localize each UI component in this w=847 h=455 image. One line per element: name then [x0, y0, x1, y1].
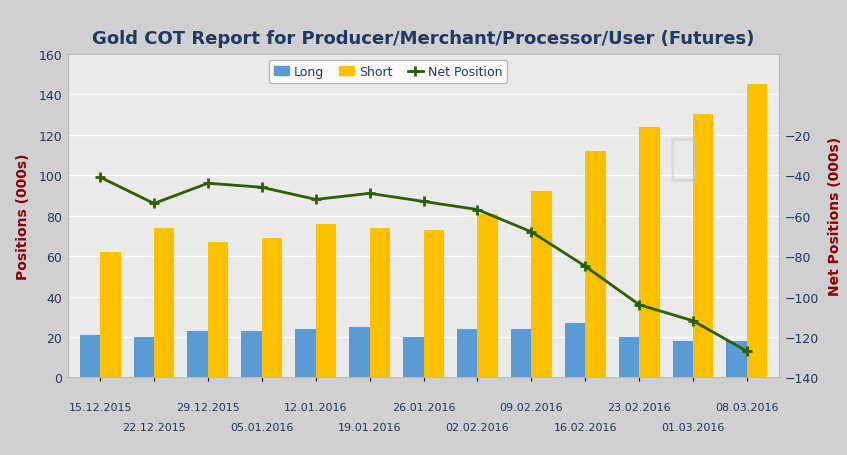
Bar — [369, 228, 390, 378]
Bar — [208, 243, 229, 378]
Net Position — [418, 199, 429, 205]
Bar — [531, 192, 551, 378]
Text: 19.01.2016: 19.01.2016 — [338, 422, 401, 432]
Bar — [511, 329, 531, 378]
Bar — [639, 127, 660, 378]
Bar — [693, 115, 713, 378]
Net Position — [311, 197, 321, 203]
Net Position — [202, 181, 213, 187]
Bar — [241, 331, 262, 378]
Bar — [80, 335, 100, 378]
Bar — [585, 152, 606, 378]
Bar — [403, 337, 424, 378]
Text: 12.01.2016: 12.01.2016 — [284, 403, 347, 413]
Net Position — [364, 191, 374, 197]
Bar — [618, 337, 639, 378]
Legend: Long, Short, Net Position: Long, Short, Net Position — [268, 61, 507, 84]
Bar — [727, 341, 747, 378]
Net Position — [149, 201, 159, 207]
Net Position — [580, 264, 590, 269]
Text: ⓐ: ⓐ — [668, 134, 698, 182]
Net Position — [742, 349, 752, 354]
Text: 02.02.2016: 02.02.2016 — [446, 422, 509, 432]
Text: 08.03.2016: 08.03.2016 — [715, 403, 778, 413]
Text: 09.02.2016: 09.02.2016 — [500, 403, 563, 413]
Net Position — [688, 318, 698, 324]
Bar — [457, 329, 478, 378]
Text: 16.02.2016: 16.02.2016 — [553, 422, 617, 432]
Bar — [100, 253, 120, 378]
Line: Net Position: Net Position — [95, 173, 752, 356]
Bar — [134, 337, 154, 378]
Text: 26.01.2016: 26.01.2016 — [392, 403, 455, 413]
Text: 23.02.2016: 23.02.2016 — [607, 403, 671, 413]
Bar — [747, 85, 767, 378]
Net Position — [473, 207, 483, 213]
Bar — [673, 341, 693, 378]
Text: 15.12.2015: 15.12.2015 — [69, 403, 132, 413]
Bar — [187, 331, 208, 378]
Bar — [565, 323, 585, 378]
Text: 22.12.2015: 22.12.2015 — [122, 422, 185, 432]
Bar — [154, 228, 174, 378]
Text: 29.12.2015: 29.12.2015 — [176, 403, 240, 413]
Y-axis label: Net Positions (000s): Net Positions (000s) — [828, 137, 842, 295]
Text: 01.03.2016: 01.03.2016 — [662, 422, 725, 432]
Bar — [424, 230, 444, 378]
Bar — [296, 329, 316, 378]
Net Position — [526, 229, 536, 235]
Bar — [478, 214, 498, 378]
Net Position — [634, 302, 645, 308]
Bar — [262, 238, 282, 378]
Net Position — [95, 175, 105, 181]
Title: Gold COT Report for Producer/Merchant/Processor/User (Futures): Gold COT Report for Producer/Merchant/Pr… — [92, 30, 755, 47]
Bar — [349, 327, 369, 378]
Net Position — [257, 185, 267, 191]
Text: 05.01.2016: 05.01.2016 — [230, 422, 294, 432]
Y-axis label: Positions (000s): Positions (000s) — [16, 153, 30, 279]
Bar — [316, 224, 336, 378]
